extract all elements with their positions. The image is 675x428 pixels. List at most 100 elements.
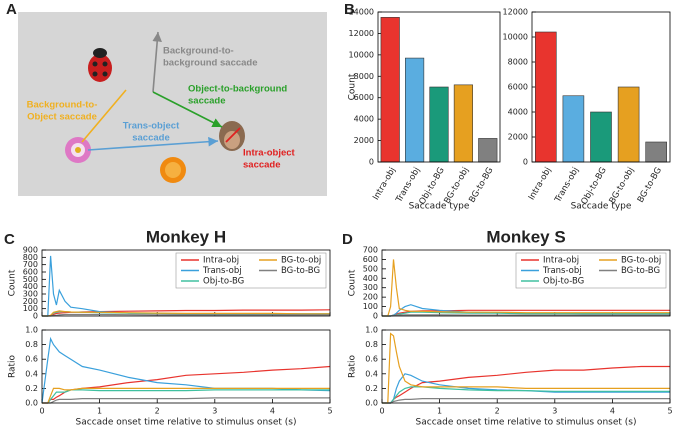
y-tick-label: 2000 — [508, 133, 528, 142]
y-tick-label: 0 — [373, 312, 378, 321]
y-axis-label: Ratio — [8, 354, 18, 378]
bar — [617, 86, 640, 163]
x-tick-label: 4 — [270, 407, 275, 416]
axes-frame — [41, 329, 331, 404]
chart: 0.0 0.2 0.4 0.6 0.8 1.0 Ratio 0 1 2 3 4 5 Saccade ons… — [348, 326, 673, 428]
series-line — [382, 314, 670, 317]
arrow — [152, 91, 223, 128]
panel-label: C — [4, 231, 15, 248]
panel-label: B — [344, 1, 355, 18]
y-tick-label: 500 — [363, 264, 378, 273]
legend-label: BG-to-BG — [621, 266, 660, 276]
y-axis-label: Ratio — [348, 354, 358, 378]
diagram-label: saccade — [188, 96, 226, 107]
y-tick-label: 100 — [23, 304, 38, 313]
orange-icon — [160, 157, 186, 183]
y-tick-label: 6000 — [354, 93, 374, 102]
legend-label: Obj-to-BG — [543, 277, 584, 287]
y-axis-label: Count — [8, 269, 18, 296]
x-tick-label: Intra-obj — [527, 166, 554, 202]
y-tick-label: 1.0 — [365, 326, 378, 335]
y-tick-label: 0 — [369, 158, 374, 167]
x-tick-label: 3 — [212, 407, 217, 416]
bar — [478, 138, 498, 163]
y-tick-label: 600 — [363, 255, 378, 264]
legend-label: Intra-obj — [543, 256, 579, 266]
x-tick-label: 5 — [327, 407, 332, 416]
series-line — [42, 387, 330, 404]
legend-label: BG-to-obj — [621, 256, 661, 266]
ladybug-icon — [88, 48, 112, 82]
x-axis-label: Saccade type — [571, 202, 632, 212]
flower-icon — [65, 137, 91, 163]
axes-frame — [531, 11, 671, 163]
x-tick-label: 1 — [97, 407, 102, 416]
diagram-label: Background-to- — [27, 100, 98, 111]
bar — [453, 84, 473, 163]
y-tick-label: 0.0 — [25, 399, 38, 408]
y-tick-label: 0.8 — [365, 340, 378, 349]
y-tick-label: 200 — [23, 297, 38, 306]
bar — [590, 111, 612, 163]
x-tick-label: 1 — [437, 407, 442, 416]
y-tick-label: 200 — [363, 293, 378, 302]
y-tick-label: 0 — [33, 312, 38, 321]
arrow — [225, 127, 241, 143]
y-tick-label: 14000 — [349, 8, 374, 17]
y-tick-label: 10000 — [503, 33, 528, 42]
diagram: Background-to- background saccade Object… — [18, 12, 327, 196]
series-line — [42, 397, 330, 404]
x-axis-label: Saccade type — [409, 202, 470, 212]
y-tick-label: 0.6 — [365, 355, 378, 364]
arrow — [87, 136, 219, 151]
arrow — [81, 89, 127, 143]
y-tick-label: 12000 — [349, 29, 374, 38]
y-tick-label: 4000 — [354, 115, 374, 124]
bar — [535, 31, 557, 163]
diagram-label: Intra-object — [243, 148, 296, 159]
bar — [562, 95, 585, 163]
chart: 0 2000 4000 6000 8000 10000 12000 Intra-obj Tran… — [503, 8, 671, 212]
bar — [429, 86, 449, 163]
series-line — [42, 389, 330, 404]
x-axis-label: Saccade onset time relative to stimulus … — [416, 418, 637, 428]
chart: 0 2000 4000 6000 8000 10000 12000 14000 Count Int… — [348, 8, 501, 212]
legend-label: Trans-obj — [202, 266, 242, 276]
legend-label: BG-to-BG — [281, 266, 320, 276]
y-tick-label: 900 — [23, 246, 38, 255]
bar — [405, 57, 425, 163]
y-tick-label: 800 — [23, 253, 38, 262]
y-tick-label: 700 — [23, 260, 38, 269]
y-tick-label: 100 — [363, 302, 378, 311]
y-tick-label: 6000 — [508, 83, 528, 92]
y-tick-label: 0.0 — [365, 399, 378, 408]
x-tick-label: 2 — [495, 407, 500, 416]
legend-label: Obj-to-BG — [203, 277, 244, 287]
x-tick-label: 0 — [39, 407, 44, 416]
axes-frame — [41, 249, 331, 317]
legend-label: Intra-obj — [203, 256, 239, 266]
y-tick-label: 600 — [23, 268, 38, 277]
y-tick-label: 0.4 — [365, 369, 378, 378]
y-tick-label: 8000 — [508, 58, 528, 67]
y-tick-label: 0.4 — [25, 369, 38, 378]
y-tick-label: 700 — [363, 246, 378, 255]
arrow — [152, 31, 162, 93]
x-tick-label: Obj-to-BG — [579, 166, 608, 207]
diagram-label: Trans-object — [123, 121, 180, 132]
chart: 0.0 0.2 0.4 0.6 0.8 1.0 Ratio 0 1 2 3 4 5 Saccade ons… — [8, 326, 333, 428]
series-line — [382, 398, 670, 404]
panel-label: D — [342, 231, 353, 248]
axes-frame — [377, 11, 501, 163]
x-tick-label: 3 — [552, 407, 557, 416]
legend-box — [515, 252, 667, 289]
y-tick-label: 500 — [23, 275, 38, 284]
y-tick-label: 300 — [23, 290, 38, 299]
panel-label: A — [6, 1, 17, 18]
y-tick-label: 300 — [363, 283, 378, 292]
y-tick-label: 0.2 — [365, 384, 378, 393]
y-tick-label: 0.6 — [25, 355, 38, 364]
x-tick-label: 5 — [667, 407, 672, 416]
